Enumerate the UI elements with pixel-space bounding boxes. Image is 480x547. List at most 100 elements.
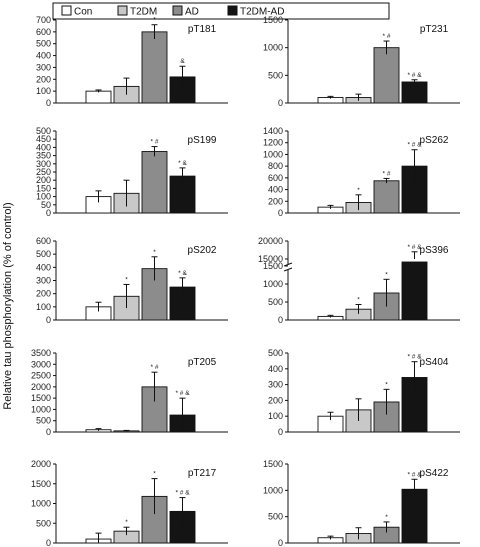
y-tick-label: 1000: [263, 43, 283, 53]
y-tick-label: 500: [36, 416, 51, 426]
bar-pt181-ad: [141, 31, 168, 104]
significance-ps202-t2dm: *: [125, 276, 128, 283]
panel-label-pt205: pT205: [188, 357, 217, 368]
legend-frame: [52, 2, 390, 20]
y-tick-label: 700: [36, 15, 51, 25]
y-tick-label: 1000: [263, 149, 283, 159]
significance-ps262-t2dm-ad: * # &: [407, 142, 422, 149]
significance-pt205-t2dm-ad: * # &: [175, 390, 190, 397]
significance-ps202-ad: *: [153, 249, 156, 256]
bar-ps199-ad: [141, 151, 168, 214]
y-tick-label: 100: [268, 411, 283, 421]
significance-pt231-t2dm-ad: * # &: [407, 72, 422, 79]
significance-ps202-t2dm-ad: * &: [178, 270, 187, 277]
y-tick-label: 600: [268, 173, 283, 183]
significance-ps404-t2dm-ad: * # &: [407, 354, 422, 361]
significance-pt181-t2dm-ad: &: [180, 58, 185, 65]
significance-ps199-t2dm-ad: * &: [178, 160, 187, 167]
y-tick-label: 1500: [263, 15, 283, 25]
significance-ps422-t2dm-ad: * # &: [407, 471, 422, 478]
bar-ps262-ad: [373, 180, 400, 214]
y-tick-label: 450: [36, 134, 51, 144]
legend-swatch-con: [61, 5, 72, 16]
y-tick-label: 1500: [31, 479, 51, 489]
panel-ps422: pS422 0 500 1000 1500 * * # &: [263, 459, 460, 547]
panel-label-ps202: pS202: [188, 245, 217, 256]
y-tick-label: 1500: [31, 393, 51, 403]
significance-pt205-ad: * #: [151, 364, 159, 371]
significance-pt181-ad: *: [153, 17, 156, 24]
axis-break-mark-ps396: [283, 262, 293, 272]
bar-pt231-t2dm-ad: [401, 81, 428, 104]
significance-ps422-ad: *: [385, 514, 388, 521]
y-tick-label: 200: [36, 289, 51, 299]
y-tick-label: 100: [36, 86, 51, 96]
bar-pt231-ad: [373, 47, 400, 104]
y-tick-label: 600: [36, 236, 51, 246]
y-tick-label: 1500: [263, 261, 283, 271]
legend-label-ad: AD: [185, 7, 199, 18]
y-tick-label: 0: [278, 208, 283, 218]
panel-label-ps422: pS422: [420, 468, 449, 479]
y-tick-label: 2000: [31, 459, 51, 469]
y-tick-label: 1000: [263, 485, 283, 495]
y-tick-label: 1000: [31, 404, 51, 414]
legend-swatch-t2dm: [117, 5, 128, 16]
y-tick-label: 1200: [263, 138, 283, 148]
legend-swatch-ad: [172, 5, 183, 16]
y-tick-label: 1000: [31, 499, 51, 509]
y-tick-label: 300: [268, 380, 283, 390]
significance-ps404-ad: *: [385, 381, 388, 388]
panel-label-ps396: pS396: [420, 245, 449, 256]
bar-ps396-t2dm-ad: [401, 261, 428, 321]
y-tick-label: 0: [278, 315, 283, 325]
panel-label-pt181: pT181: [188, 24, 217, 35]
y-tick-label: 50: [41, 200, 51, 210]
panel-label-pt231: pT231: [420, 24, 449, 35]
panel-label-pt217: pT217: [188, 468, 217, 479]
significance-ps262-ad: * #: [383, 170, 391, 177]
significance-pt217-ad: *: [153, 471, 156, 478]
y-tick-label: 0: [278, 538, 283, 547]
y-tick-label: 100: [36, 302, 51, 312]
panel-pt231: pT231 0 500 1000 1500 * # * # &: [263, 15, 460, 108]
legend-label-t2dm: T2DM: [130, 7, 157, 18]
y-tick-label: 200: [36, 175, 51, 185]
panel-pt217: pT217 0 500 1000 1500 2000 * * * # &: [31, 459, 228, 547]
panel-label-ps404: pS404: [420, 357, 449, 368]
panel-label-ps199: pS199: [188, 135, 217, 146]
y-tick-label: 100: [36, 192, 51, 202]
y-tick-label: 0: [46, 538, 51, 547]
y-tick-label: 500: [36, 518, 51, 528]
y-tick-label: 1400: [263, 126, 283, 136]
y-tick-label: 0: [278, 98, 283, 108]
significance-ps199-ad: * #: [151, 139, 159, 146]
y-tick-label: 500: [36, 126, 51, 136]
y-tick-label: 0: [46, 208, 51, 218]
panel-label-ps262: pS262: [420, 135, 449, 146]
y-tick-label: 600: [36, 27, 51, 37]
significance-ps396-t2dm: *: [357, 297, 360, 304]
y-tick-label: 800: [268, 161, 283, 171]
y-tick-label: 0: [46, 98, 51, 108]
y-tick-label: 300: [36, 276, 51, 286]
y-tick-label: 250: [36, 167, 51, 177]
y-tick-label: 3500: [31, 348, 51, 358]
y-tick-label: 500: [268, 348, 283, 358]
y-tick-label: 350: [36, 151, 51, 161]
y-tick-label: 2500: [31, 371, 51, 381]
significance-pt217-t2dm-ad: * # &: [175, 490, 190, 497]
y-tick-label: 200: [268, 395, 283, 405]
y-tick-label: 400: [268, 185, 283, 195]
legend-label-t2dm-ad: T2DM-AD: [240, 7, 284, 18]
y-tick-label: 0: [278, 427, 283, 437]
y-tick-label: 300: [36, 159, 51, 169]
y-tick-label: 500: [268, 70, 283, 80]
